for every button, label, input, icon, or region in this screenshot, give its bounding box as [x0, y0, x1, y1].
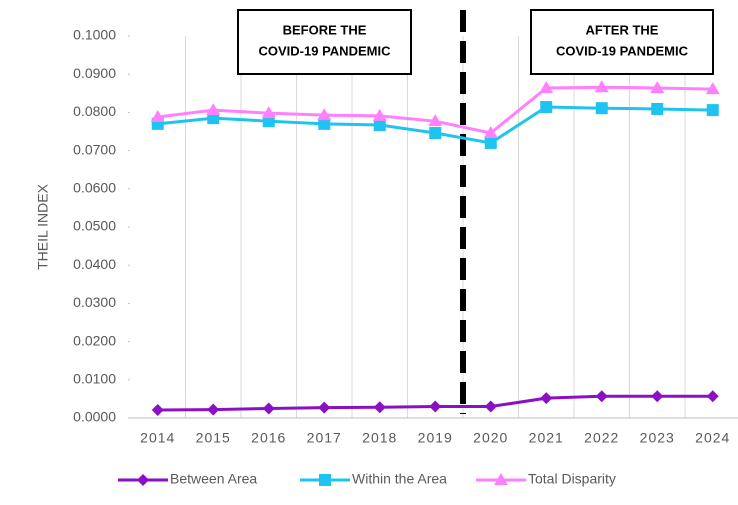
marker [651, 390, 664, 403]
marker [540, 392, 553, 405]
marker [706, 390, 719, 403]
y-tick-label: 0.0800 [73, 103, 116, 119]
y-tick-label: 0.0300 [73, 294, 116, 310]
annotation: BEFORE THE [283, 22, 367, 37]
y-tick-label: 0.0200 [73, 332, 116, 348]
y-tick-label: 0.1000 [73, 27, 116, 43]
annotation: COVID-19 PANDEMIC [259, 43, 392, 58]
marker [317, 108, 332, 121]
annotation: COVID-19 PANDEMIC [556, 43, 689, 58]
y-tick-label: 0.0500 [73, 218, 116, 234]
x-tick-label: 2019 [418, 430, 453, 446]
legend-label: Between Area [170, 471, 257, 487]
x-tick-label: 2017 [307, 430, 342, 446]
marker [372, 108, 387, 121]
x-tick-label: 2021 [529, 430, 564, 446]
y-axis-label: THEIL INDEX [35, 183, 51, 269]
marker [540, 101, 553, 114]
x-tick-label: 2016 [251, 430, 286, 446]
marker [428, 114, 443, 127]
x-tick-label: 2024 [695, 430, 730, 446]
marker [705, 82, 720, 95]
y-tick-label: 0.0000 [73, 409, 116, 425]
legend-label: Total Disparity [528, 471, 616, 487]
marker [318, 401, 331, 414]
marker [206, 103, 221, 116]
marker [429, 400, 442, 413]
marker [706, 104, 719, 117]
marker [651, 102, 664, 115]
y-tick-label: 0.0900 [73, 65, 116, 81]
marker [373, 119, 386, 132]
marker [261, 106, 276, 119]
y-tick-label: 0.0400 [73, 256, 116, 272]
annotation: AFTER THE [586, 22, 659, 37]
marker [539, 80, 554, 93]
marker [594, 80, 609, 93]
legend-label: Within the Area [352, 471, 447, 487]
marker [373, 401, 386, 414]
marker [595, 102, 608, 115]
marker [595, 390, 608, 403]
legend-marker [319, 474, 331, 486]
marker [207, 112, 220, 125]
x-tick-label: 2015 [196, 430, 231, 446]
annotation-box [530, 9, 714, 75]
x-tick-label: 2023 [640, 430, 675, 446]
marker [151, 403, 164, 416]
marker [429, 127, 442, 140]
x-tick-label: 2020 [473, 430, 508, 446]
x-tick-label: 2018 [362, 430, 397, 446]
legend-marker [494, 473, 508, 485]
marker [650, 80, 665, 93]
x-tick-label: 2014 [140, 430, 175, 446]
y-tick-label: 0.0700 [73, 141, 116, 157]
y-tick-label: 0.0600 [73, 180, 116, 196]
marker [207, 403, 220, 416]
marker [262, 115, 275, 128]
marker [484, 400, 497, 413]
marker [483, 126, 498, 139]
marker [318, 117, 331, 130]
x-tick-label: 2022 [584, 430, 619, 446]
legend-marker [137, 474, 149, 486]
marker [150, 109, 165, 122]
y-tick-label: 0.0100 [73, 371, 116, 387]
annotation-box [237, 9, 412, 75]
marker [484, 136, 497, 149]
marker [262, 402, 275, 415]
